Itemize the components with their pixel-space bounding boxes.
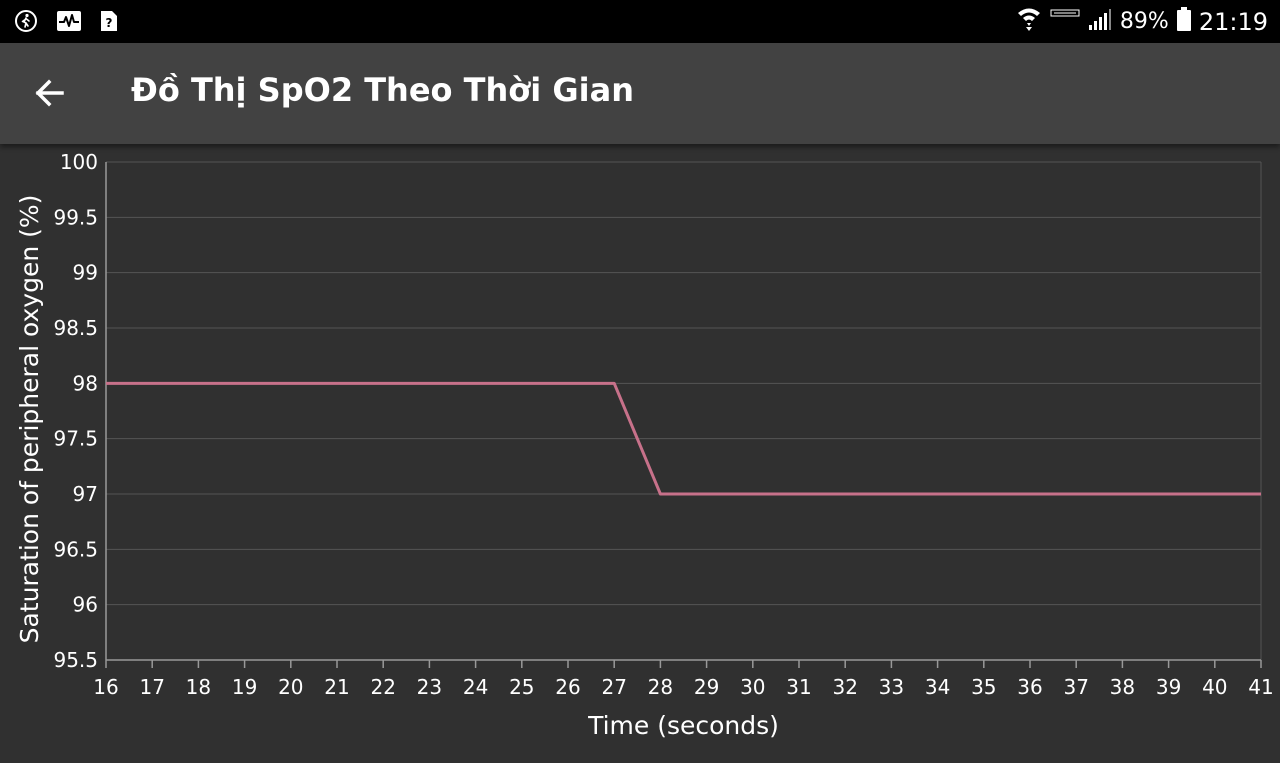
y-tick-label: 99.5 (53, 205, 98, 229)
y-tick-label: 98.5 (53, 316, 98, 340)
x-tick-label: 29 (694, 675, 719, 699)
spo2-series-line (106, 381, 1261, 496)
signal-icon (1088, 7, 1112, 37)
x-tick-label: 39 (1156, 675, 1181, 699)
x-tick-label: 30 (740, 675, 765, 699)
chart-labels: 95.5 96 96.5 97 97.5 98 98.5 99 99.5 100 16 17 18 19 2… (15, 150, 1274, 740)
wifi-icon (1016, 6, 1042, 38)
app-bar: Đồ Thị SpO2 Theo Thời Gian (0, 43, 1280, 144)
x-tick-label: 22 (370, 675, 395, 699)
x-tick-label: 36 (1017, 675, 1042, 699)
battery-icon (1176, 6, 1191, 37)
y-tick-label: 96.5 (53, 537, 98, 561)
x-tick-label: 38 (1110, 675, 1135, 699)
x-tick-label: 17 (139, 675, 164, 699)
y-tick-label: 95.5 (53, 648, 98, 672)
x-tick-label: 40 (1202, 675, 1227, 699)
x-tick-label: 25 (509, 675, 534, 699)
chart-axes (105, 162, 1262, 668)
clock-time: 21:19 (1198, 7, 1268, 36)
y-tick-label: 96 (73, 593, 98, 617)
y-tick-label: 99 (73, 261, 98, 285)
x-tick-label: 37 (1063, 675, 1088, 699)
y-tick-label: 100 (60, 150, 98, 174)
status-bar: ? 89% (0, 0, 1280, 43)
y-axis-title: Saturation of peripheral oxygen (%) (15, 195, 44, 644)
x-tick-label: 20 (278, 675, 303, 699)
x-tick-label: 33 (879, 675, 904, 699)
y-tick-label: 97.5 (53, 427, 98, 451)
x-tick-label: 34 (925, 675, 950, 699)
y-tick-label: 97 (73, 482, 98, 506)
x-tick-label: 27 (601, 675, 626, 699)
x-tick-label: 28 (648, 675, 673, 699)
unknown-file-icon: ? (100, 10, 118, 36)
x-tick-label: 31 (786, 675, 811, 699)
x-tick-label: 21 (324, 675, 349, 699)
status-right: 89% 21:19 (1016, 0, 1268, 43)
x-tick-label: 32 (832, 675, 857, 699)
x-tick-label: 35 (971, 675, 996, 699)
x-axis-title: Time (seconds) (587, 711, 779, 740)
back-button[interactable] (22, 65, 78, 121)
x-tick-label: 23 (417, 675, 442, 699)
status-left-icons: ? (14, 9, 118, 37)
chart-canvas: 95.5 96 96.5 97 97.5 98 98.5 99 99.5 100 16 17 18 19 2… (15, 150, 1274, 740)
x-tick-label: 41 (1248, 675, 1273, 699)
chart-series (106, 381, 1261, 496)
data-icon (1050, 6, 1080, 38)
walk-icon (14, 9, 38, 37)
arrow-left-icon (22, 79, 78, 125)
chart-grid (106, 161, 1261, 661)
x-tick-label: 18 (186, 675, 211, 699)
svg-text:?: ? (106, 16, 113, 30)
x-tick-label: 16 (93, 675, 118, 699)
x-tick-label: 24 (463, 675, 488, 699)
y-tick-label: 98 (73, 371, 98, 395)
x-tick-label: 26 (555, 675, 580, 699)
page-title: Đồ Thị SpO2 Theo Thời Gian (131, 71, 634, 109)
battery-percent: 89% (1119, 9, 1169, 34)
activity-pulse-icon (56, 10, 82, 36)
spo2-chart: 95.5 96 96.5 97 97.5 98 98.5 99 99.5 100 16 17 18 19 2… (0, 144, 1280, 763)
x-tick-label: 19 (232, 675, 257, 699)
